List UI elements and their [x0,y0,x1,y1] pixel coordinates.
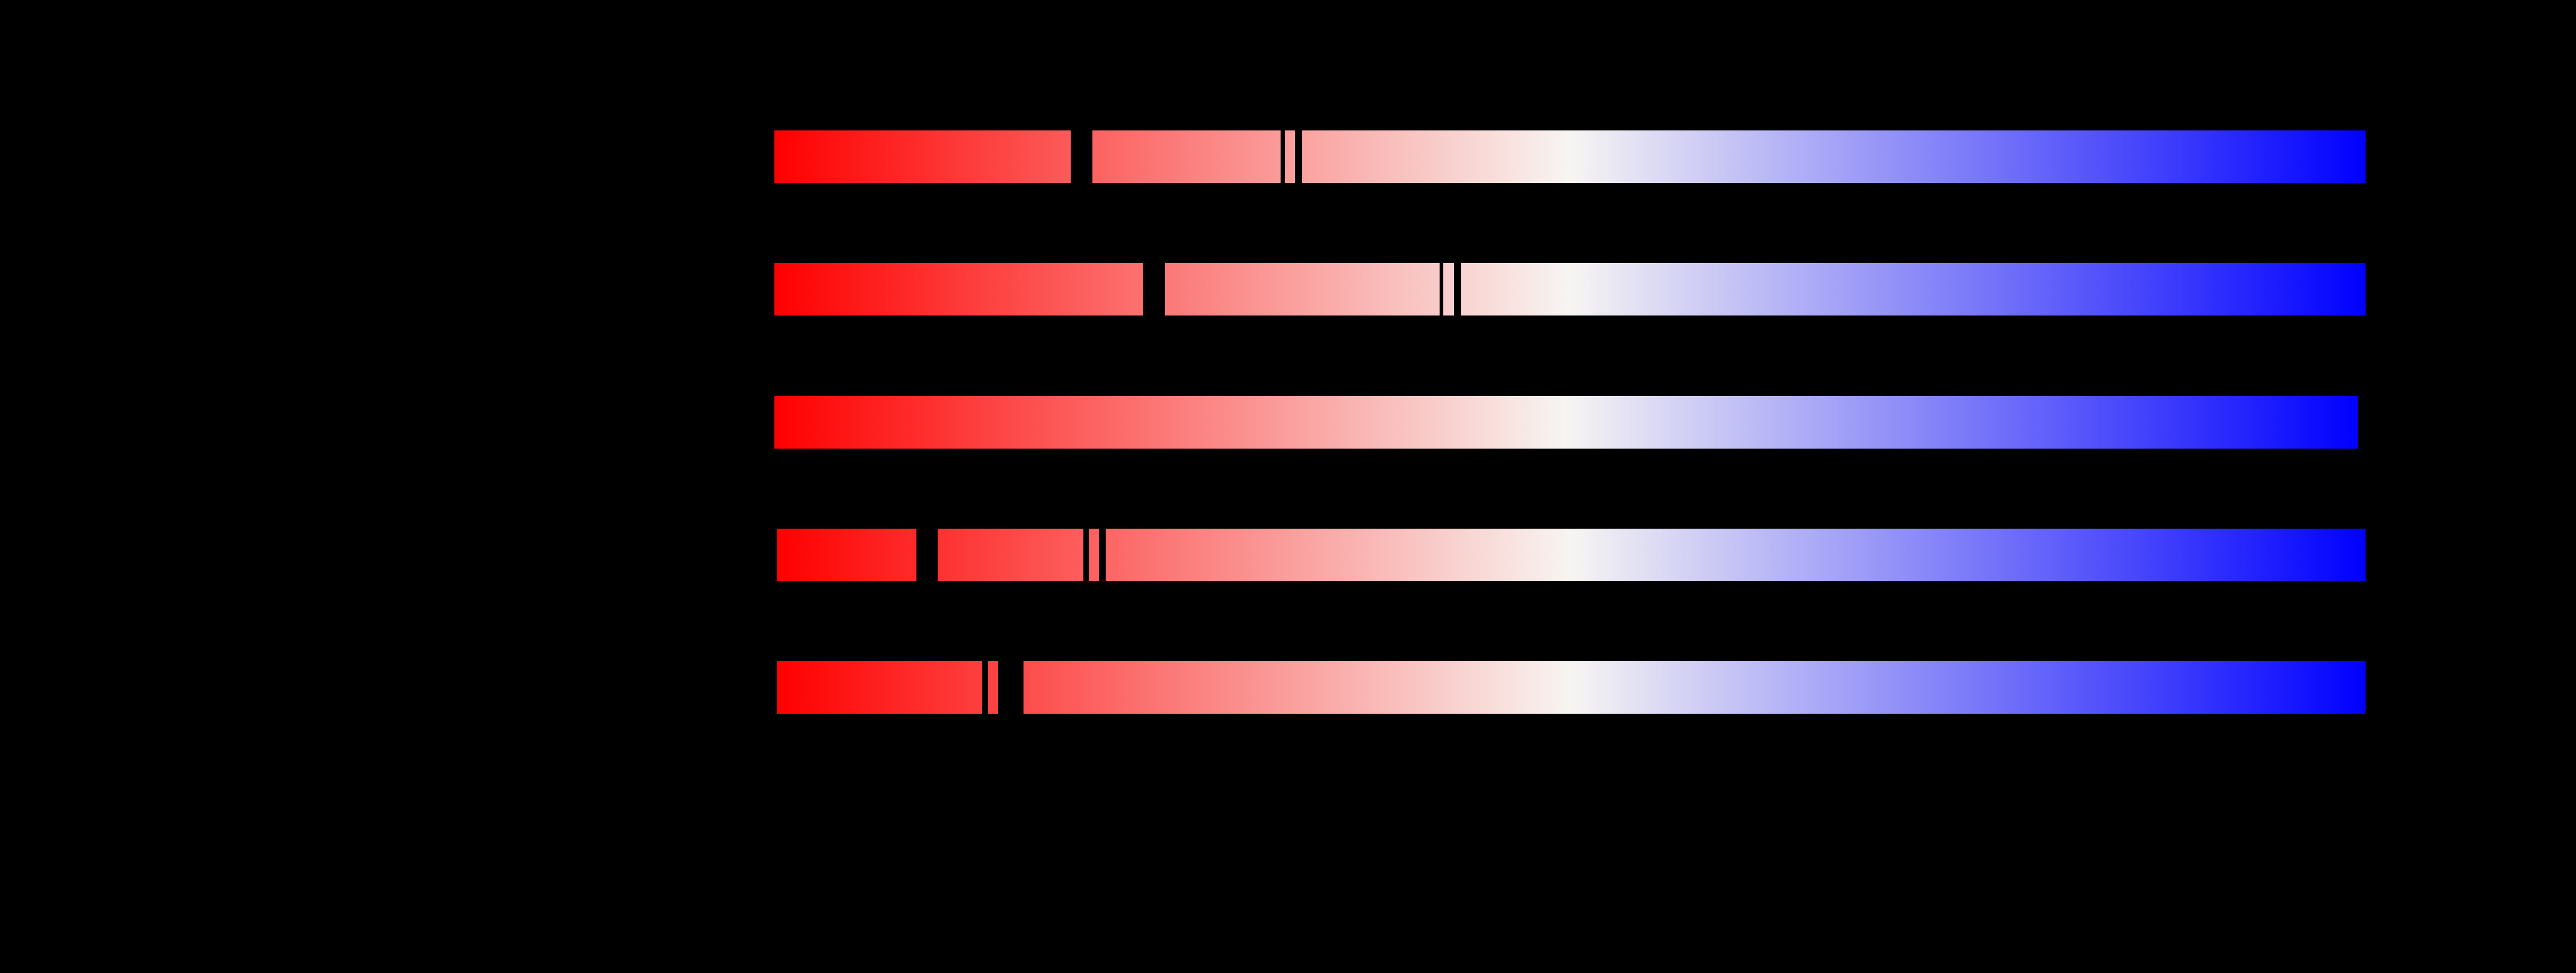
segment-gap [1295,130,1302,183]
segment-gap [982,661,988,714]
gradient-bar-row-3 [774,396,2358,449]
segment-gap [1099,528,1106,582]
gradient-bar-row-5 [777,661,2366,714]
segment-gap [1440,262,1443,316]
gradient-bar-row-2 [774,262,2366,316]
segment-gap [1454,262,1461,316]
segment-gap [1143,262,1165,316]
segment-gap [1281,130,1285,183]
segment-gap [916,528,938,582]
segment-gap [1071,130,1092,183]
segment-gap [1083,528,1089,582]
gradient-bar-row-4 [777,528,2366,582]
segment-gap [998,661,1024,714]
gradient-bar-row-1 [774,130,2366,183]
